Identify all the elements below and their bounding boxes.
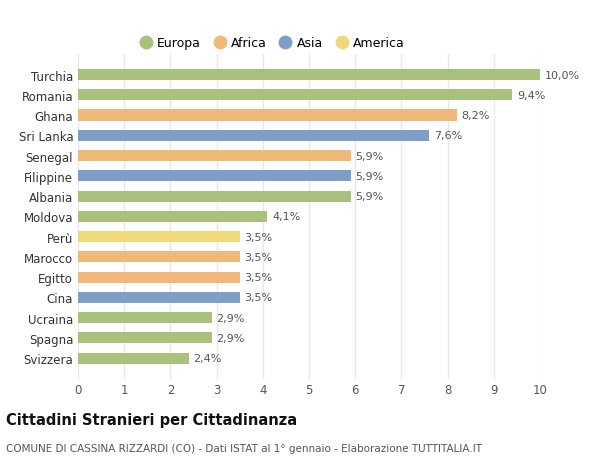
Text: 8,2%: 8,2%	[461, 111, 490, 121]
Text: 3,5%: 3,5%	[244, 252, 272, 262]
Text: 2,9%: 2,9%	[217, 313, 245, 323]
Text: 5,9%: 5,9%	[355, 151, 383, 161]
Text: 2,9%: 2,9%	[217, 333, 245, 343]
Bar	[78, 292, 240, 303]
Legend: Europa, Africa, Asia, America: Europa, Africa, Asia, America	[134, 32, 410, 55]
Bar	[78, 130, 429, 141]
Text: 3,5%: 3,5%	[244, 293, 272, 303]
Text: 9,4%: 9,4%	[517, 90, 545, 101]
Bar	[78, 90, 512, 101]
Text: COMUNE DI CASSINA RIZZARDI (CO) - Dati ISTAT al 1° gennaio - Elaborazione TUTTIT: COMUNE DI CASSINA RIZZARDI (CO) - Dati I…	[6, 443, 482, 453]
Bar	[78, 333, 212, 344]
Bar	[78, 353, 189, 364]
Text: 10,0%: 10,0%	[545, 70, 580, 80]
Text: 2,4%: 2,4%	[193, 353, 222, 364]
Bar	[78, 272, 240, 283]
Text: 5,9%: 5,9%	[355, 172, 383, 181]
Text: 4,1%: 4,1%	[272, 212, 300, 222]
Bar	[78, 191, 350, 202]
Text: 3,5%: 3,5%	[244, 232, 272, 242]
Bar	[78, 110, 457, 121]
Bar	[78, 313, 212, 324]
Text: Cittadini Stranieri per Cittadinanza: Cittadini Stranieri per Cittadinanza	[6, 413, 297, 428]
Text: 3,5%: 3,5%	[244, 273, 272, 283]
Bar	[78, 70, 540, 81]
Bar	[78, 231, 240, 243]
Text: 7,6%: 7,6%	[434, 131, 462, 141]
Bar	[78, 252, 240, 263]
Bar	[78, 171, 350, 182]
Text: 5,9%: 5,9%	[355, 192, 383, 202]
Bar	[78, 151, 350, 162]
Bar	[78, 211, 268, 223]
